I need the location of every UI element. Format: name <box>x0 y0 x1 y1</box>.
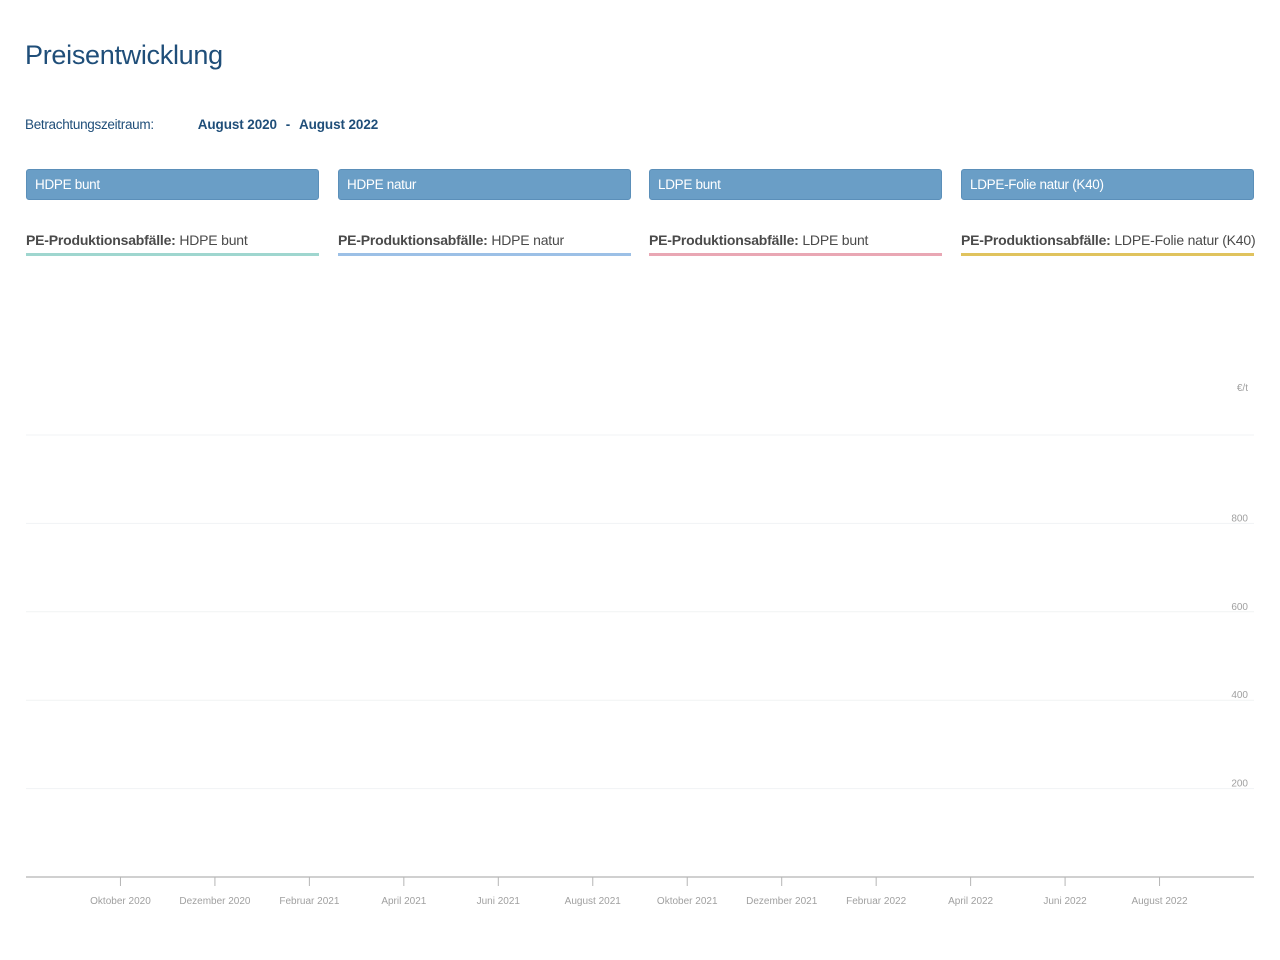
period-label: Betrachtungszeitraum: <box>25 117 154 132</box>
chart-legend: PE-Produktionsabfälle: HDPE bunt PE-Prod… <box>26 232 1256 258</box>
legend-item-hdpe-natur[interactable]: PE-Produktionsabfälle: HDPE natur <box>338 232 631 256</box>
legend-item-ldpe-folie-natur[interactable]: PE-Produktionsabfälle: LDPE-Folie natur … <box>961 232 1256 256</box>
x-tick-label: Dezember 2020 <box>179 896 251 907</box>
tab-hdpe-natur[interactable]: HDPE natur <box>338 169 631 200</box>
y-tick-label: 600 <box>1231 602 1248 613</box>
legend-prefix: PE-Produktionsabfälle: <box>26 232 176 248</box>
legend-prefix: PE-Produktionsabfälle: <box>338 232 488 248</box>
tab-ldpe-bunt[interactable]: LDPE bunt <box>649 169 942 200</box>
legend-label: HDPE bunt <box>179 232 248 248</box>
y-unit-label: €/t <box>1237 383 1248 394</box>
legend-item-ldpe-bunt[interactable]: PE-Produktionsabfälle: LDPE bunt <box>649 232 942 256</box>
x-tick-label: August 2022 <box>1131 896 1188 907</box>
product-tabs: HDPE bunt HDPE natur LDPE bunt LDPE-Foli… <box>26 169 1254 200</box>
tab-hdpe-bunt[interactable]: HDPE bunt <box>26 169 319 200</box>
x-tick-label: Juni 2021 <box>477 896 521 907</box>
y-tick-label: 800 <box>1231 513 1248 524</box>
legend-prefix: PE-Produktionsabfälle: <box>649 232 799 248</box>
period-row: Betrachtungszeitraum: August 2020 - Augu… <box>25 117 378 132</box>
legend-label: HDPE natur <box>491 232 565 248</box>
x-tick-label: Februar 2021 <box>279 896 339 907</box>
x-tick-label: April 2021 <box>381 896 426 907</box>
x-tick-label: April 2022 <box>948 896 993 907</box>
y-tick-label: 400 <box>1231 690 1248 701</box>
page-title: Preisentwicklung <box>25 40 223 70</box>
period-separator: - <box>285 117 291 132</box>
x-tick-label: August 2021 <box>565 896 622 907</box>
legend-label: LDPE-Folie natur (K40) <box>1114 232 1256 248</box>
legend-item-hdpe-bunt[interactable]: PE-Produktionsabfälle: HDPE bunt <box>26 232 319 256</box>
x-tick-label: Oktober 2020 <box>90 896 151 907</box>
y-tick-label: 200 <box>1231 779 1248 790</box>
x-tick-label: Februar 2022 <box>846 896 906 907</box>
period-from: August 2020 <box>197 117 277 132</box>
price-chart: €/t 200 400 600 800 Oktober 2020 Dezember 2020… <box>26 383 1254 907</box>
x-tick-label: Dezember 2021 <box>746 896 818 907</box>
period-to: August 2022 <box>298 117 379 132</box>
x-tick-label: Juni 2022 <box>1043 896 1087 907</box>
legend-label: LDPE bunt <box>802 232 869 248</box>
x-tick-label: Oktober 2021 <box>657 896 718 907</box>
legend-prefix: PE-Produktionsabfälle: <box>961 232 1111 248</box>
tab-ldpe-folie-natur[interactable]: LDPE-Folie natur (K40) <box>961 169 1254 200</box>
